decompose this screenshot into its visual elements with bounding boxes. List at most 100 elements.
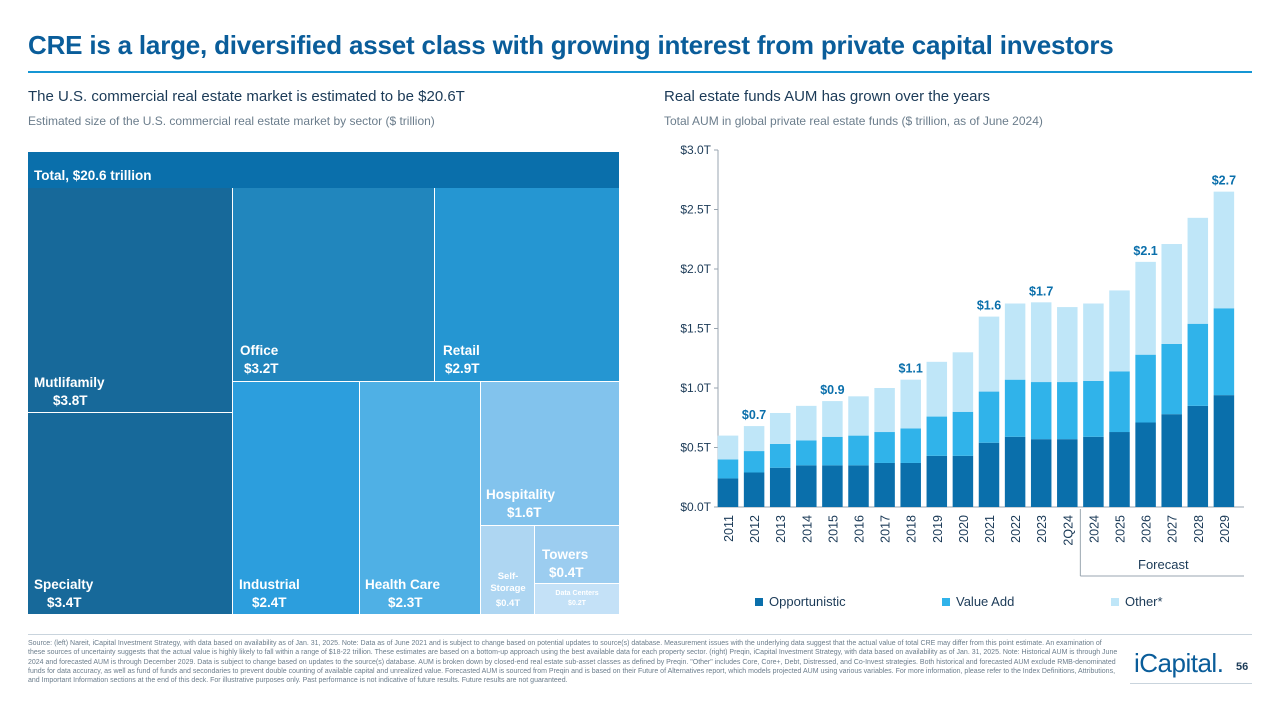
x-tick-label: 2018 — [905, 515, 919, 543]
tile-industrial: Industrial $2.4T — [233, 382, 360, 614]
x-tick-label: 2020 — [957, 515, 971, 543]
legend-other: Other* — [1111, 594, 1163, 609]
right-heading: Real estate funds AUM has grown over the… — [664, 88, 991, 105]
bar-segment-other — [1057, 307, 1078, 383]
bar-data-label: $2.1 — [1133, 244, 1157, 258]
bar-segment-other — [1187, 217, 1209, 324]
right-subheading: Total AUM in global private real estate … — [664, 114, 1043, 128]
bar-segment-other — [1213, 191, 1235, 309]
bar-segment-value-add — [1030, 382, 1052, 440]
treemap-total-label: Total, $20.6 trillion — [34, 168, 152, 183]
bar-data-label: $1.6 — [977, 299, 1001, 313]
bar-data-label: $0.9 — [820, 383, 844, 397]
bar-data-label: $2.7 — [1212, 174, 1236, 188]
x-tick-label: 2027 — [1166, 515, 1180, 543]
legend-label-opportunistic: Opportunistic — [769, 594, 846, 609]
legend-swatch-other — [1111, 597, 1119, 606]
bar-segment-other — [1004, 303, 1026, 380]
aum-bar-chart: $0.0T $0.5T $1.0T $1.5T $2.0T $2.5T $3.0T 2011 $… — [640, 140, 1252, 585]
bar-segment-opportunistic — [1161, 414, 1182, 507]
legend-label-other: Other* — [1125, 594, 1163, 609]
bar-segment-opportunistic — [1083, 436, 1104, 507]
bar-segment-value-add — [769, 443, 791, 468]
legend-swatch-opportunistic — [755, 597, 763, 606]
bar-segment-value-add — [717, 459, 739, 479]
tile-multifamily: Mutlifamily $3.8T — [28, 188, 233, 413]
left-heading: The U.S. commercial real estate market i… — [28, 88, 465, 105]
bar-segment-other — [769, 412, 791, 444]
bar-data-label: $0.7 — [742, 408, 766, 422]
bar-segment-other — [1135, 261, 1156, 355]
bar-segment-opportunistic — [1030, 439, 1052, 507]
x-tick-label: 2015 — [826, 515, 840, 543]
bar-segment-value-add — [1083, 380, 1104, 437]
bar-segment-value-add — [822, 436, 843, 466]
bar-segment-value-add — [1109, 371, 1130, 433]
bar-segment-opportunistic — [1109, 432, 1130, 507]
bar-segment-other — [900, 379, 921, 429]
left-subheading: Estimated size of the U.S. commercial re… — [28, 114, 435, 128]
tile-healthcare: Health Care $2.3T — [360, 382, 481, 614]
aum-chart-svg: $0.0T $0.5T $1.0T $1.5T $2.0T $2.5T $3.0T 2011 $… — [680, 143, 1244, 577]
x-tick-label: 2013 — [774, 515, 788, 543]
tile-office-value: $3.2T — [244, 361, 279, 376]
bar-segment-opportunistic — [717, 478, 739, 507]
tile-healthcare-value: $2.3T — [388, 595, 423, 610]
bar-segment-other — [796, 405, 817, 441]
x-tick-label: 2017 — [879, 515, 893, 543]
tile-multifamily-value: $3.8T — [53, 393, 88, 408]
title-divider — [28, 71, 1252, 73]
legend-swatch-value-add — [942, 597, 950, 606]
bar-segment-other — [952, 352, 974, 412]
bar-segment-other — [1161, 244, 1182, 344]
forecast-label: Forecast — [1138, 557, 1189, 572]
bar-segment-value-add — [743, 451, 765, 473]
bar-segment-other — [1083, 303, 1104, 381]
tile-specialty: Specialty $3.4T — [28, 413, 233, 614]
y-tick-label: $0.5T — [680, 441, 711, 455]
tile-retail: Retail $2.9T — [435, 188, 619, 382]
y-tick-label: $3.0T — [680, 143, 711, 157]
tile-self-storage-label: Self- Storage — [490, 571, 526, 594]
bar-segment-other — [822, 401, 843, 437]
footer-divider — [28, 634, 1252, 635]
bar-segment-other — [848, 396, 869, 436]
x-tick-label: 2012 — [748, 515, 762, 543]
bar-segment-value-add — [1057, 382, 1078, 440]
bar-segment-other — [978, 316, 1000, 392]
bar-segment-opportunistic — [900, 462, 921, 507]
x-tick-label: 2028 — [1192, 515, 1206, 543]
tile-retail-value: $2.9T — [445, 361, 480, 376]
bar-data-label: $1.1 — [899, 362, 923, 376]
bar-segment-opportunistic — [978, 442, 1000, 507]
legend-label-value-add: Value Add — [956, 594, 1015, 609]
tile-hospitality-label: Hospitality — [486, 487, 556, 502]
y-tick-label: $1.0T — [680, 381, 711, 395]
x-tick-label: 2019 — [931, 515, 945, 543]
bar-segment-other — [926, 361, 948, 417]
x-tick-label: 2Q24 — [1061, 515, 1075, 546]
tile-retail-label: Retail — [443, 343, 480, 358]
x-tick-label: 2025 — [1114, 515, 1128, 543]
bar-data-label: $1.7 — [1029, 284, 1053, 298]
bar-segment-other — [743, 426, 765, 452]
x-tick-label: 2014 — [800, 515, 814, 543]
bar-segment-value-add — [900, 428, 921, 463]
x-tick-label: 2023 — [1035, 515, 1049, 543]
bar-segment-opportunistic — [1004, 436, 1026, 507]
bar-segment-opportunistic — [952, 455, 974, 507]
tile-industrial-label: Industrial — [239, 577, 300, 592]
tile-industrial-value: $2.4T — [252, 595, 287, 610]
bar-segment-opportunistic — [796, 465, 817, 507]
y-tick-label: $1.5T — [680, 322, 711, 336]
footer-divider-right — [1130, 683, 1252, 684]
bar-segment-value-add — [848, 435, 869, 466]
bar-segment-other — [874, 388, 895, 433]
source-note: Source: (left) Nareit, iCapital Investme… — [28, 640, 1118, 685]
bar-segment-opportunistic — [743, 472, 765, 507]
x-tick-label: 2022 — [1009, 515, 1023, 543]
x-tick-label: 2016 — [853, 515, 867, 543]
y-tick-label: $2.5T — [680, 203, 711, 217]
tile-data-centers-label: Data Centers — [555, 590, 599, 597]
tile-self-storage-value: $0.4T — [495, 598, 521, 609]
